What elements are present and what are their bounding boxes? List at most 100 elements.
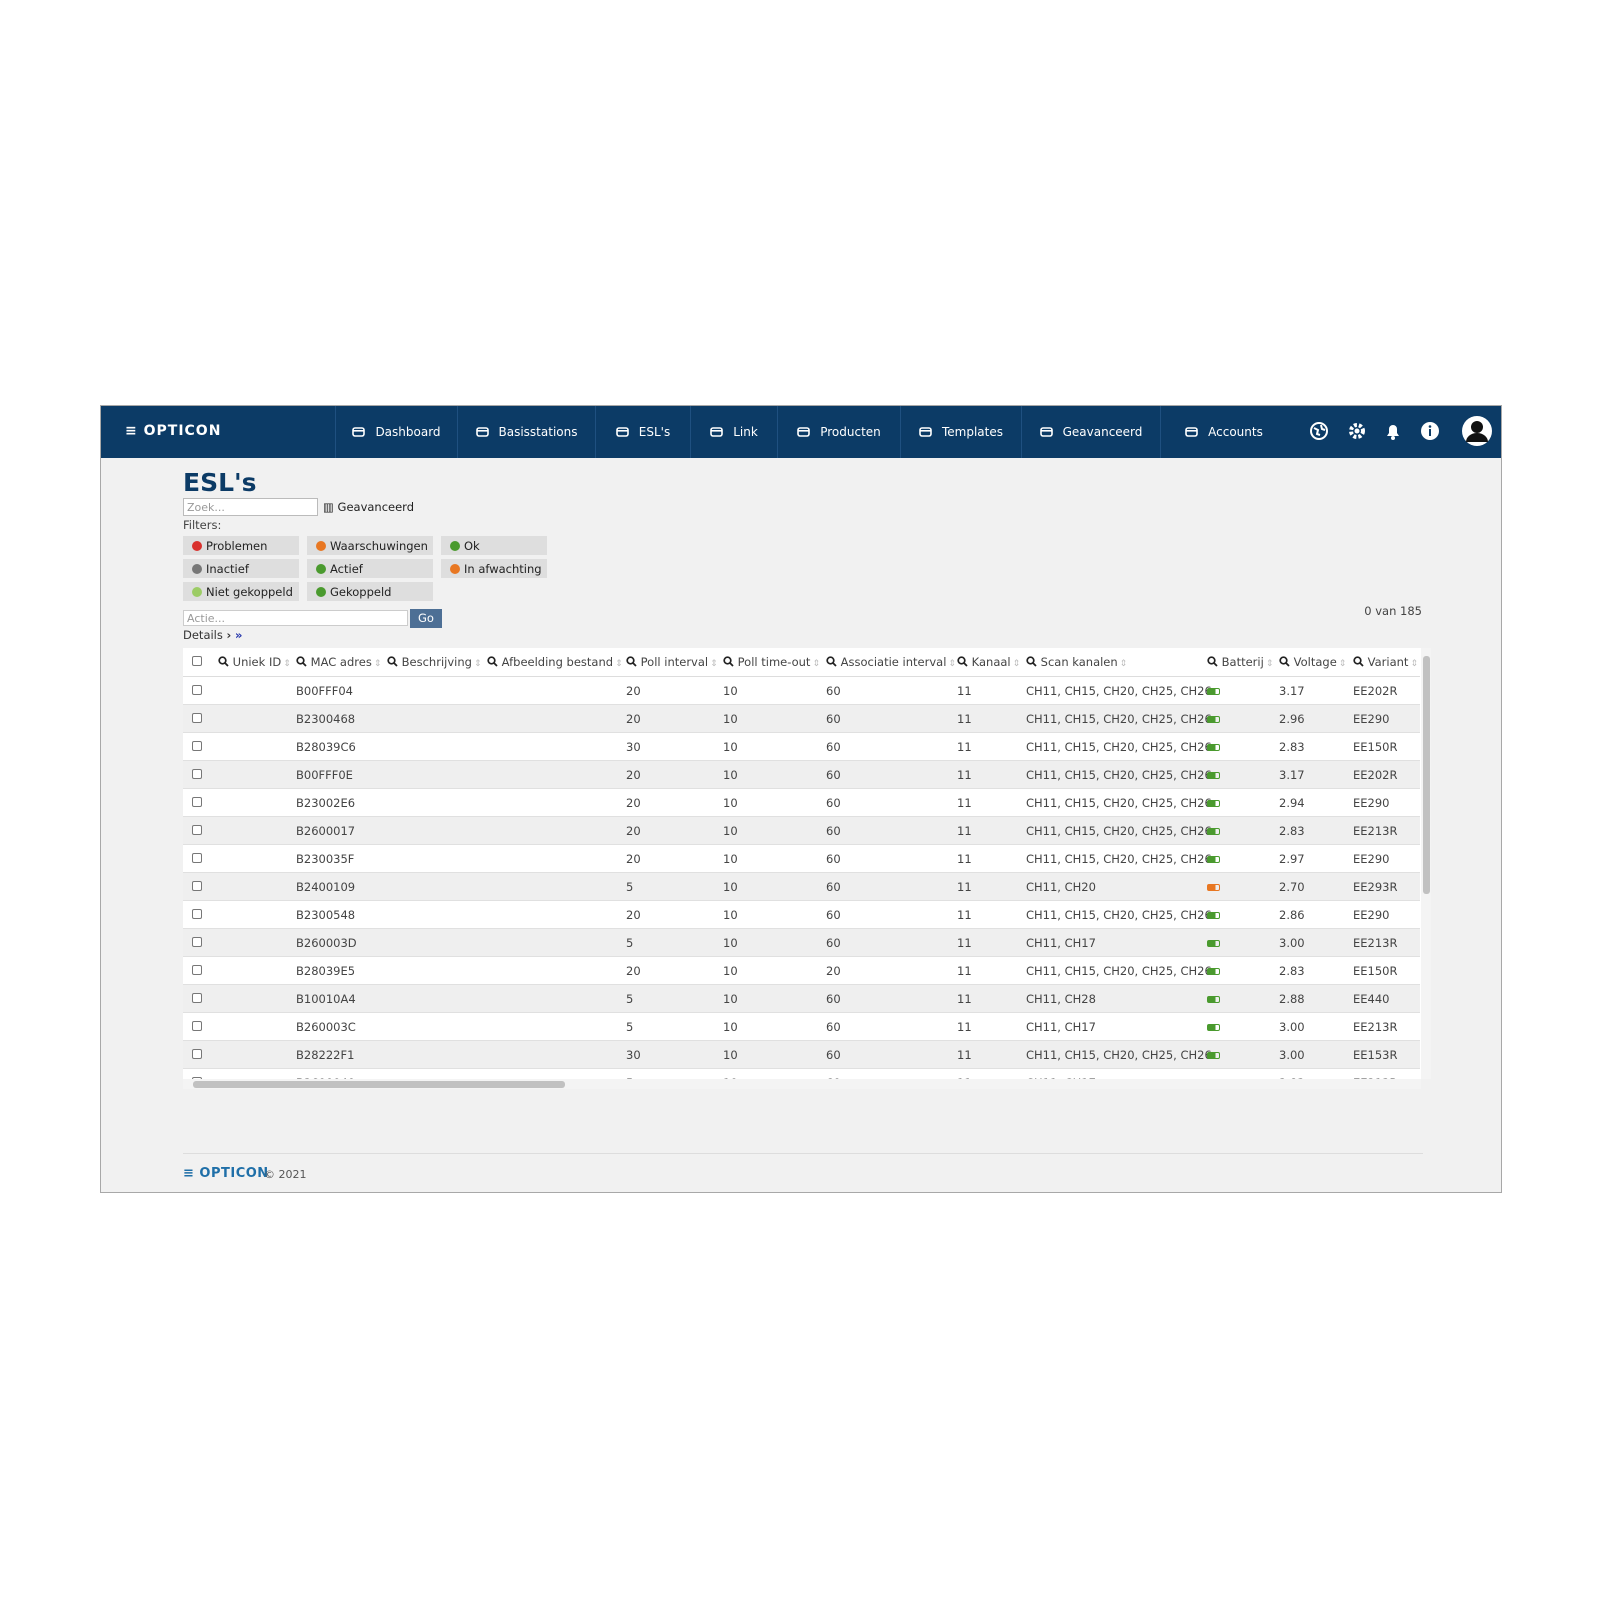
filter-button[interactable]: Waarschuwingen bbox=[307, 536, 433, 555]
checkbox[interactable] bbox=[192, 824, 202, 835]
table-cell bbox=[1204, 956, 1276, 985]
cell-text: 11 bbox=[957, 795, 972, 810]
filter-button[interactable]: Problemen bbox=[183, 536, 299, 555]
checkbox[interactable] bbox=[192, 740, 202, 751]
cell-text: EE290 bbox=[1353, 711, 1390, 726]
column-header[interactable]: Poll interval ⇕ bbox=[623, 648, 720, 677]
footer-logo: ≡ OPTICON bbox=[183, 1166, 269, 1181]
table-cell: 20 bbox=[623, 704, 720, 733]
column-header[interactable]: Kanaal ⇕ bbox=[954, 648, 1023, 677]
table-cell: CH11, CH17 bbox=[1023, 928, 1204, 957]
search-input[interactable]: Zoek... bbox=[183, 498, 318, 516]
cell-text: 60 bbox=[826, 879, 841, 894]
nav-item[interactable]: Basisstations bbox=[457, 406, 595, 458]
language-icon[interactable] bbox=[1308, 420, 1330, 442]
column-header[interactable]: Scan kanalen ⇕ bbox=[1023, 648, 1204, 677]
table-cell bbox=[215, 704, 293, 733]
table-cell: 10 bbox=[720, 788, 823, 817]
checkbox[interactable] bbox=[192, 852, 202, 863]
checkbox[interactable] bbox=[192, 936, 202, 947]
column-header[interactable]: Poll time-out ⇕ bbox=[720, 648, 823, 677]
filter-label: Ok bbox=[464, 538, 480, 553]
details-toggle[interactable]: Details › » bbox=[183, 628, 243, 642]
filter-button[interactable]: Actief bbox=[307, 559, 433, 578]
table-cell: 3.00 bbox=[1276, 928, 1350, 957]
checkbox[interactable] bbox=[192, 908, 202, 919]
table-cell: CH11, CH15, CH20, CH25, CH26 bbox=[1023, 844, 1212, 873]
cell-text: B2400109 bbox=[296, 879, 356, 894]
filter-button[interactable]: Ok bbox=[441, 536, 547, 555]
filter-button[interactable]: In afwachting bbox=[441, 559, 547, 578]
cell-text: 60 bbox=[826, 767, 841, 782]
battery-icon bbox=[1207, 1051, 1220, 1059]
cell-text: 11 bbox=[957, 767, 972, 782]
checkbox[interactable] bbox=[192, 656, 202, 666]
table-cell: CH11, CH17 bbox=[1023, 1012, 1204, 1041]
nav-item[interactable]: Geavanceerd bbox=[1021, 406, 1160, 458]
checkbox[interactable] bbox=[192, 796, 202, 807]
column-header[interactable]: Beschrijving ⇕ bbox=[384, 648, 484, 677]
cell-text: B2300468 bbox=[296, 711, 356, 726]
table-cell: B00FFF0E bbox=[293, 760, 384, 789]
table-cell: B28222F1 bbox=[293, 1040, 384, 1069]
table-cell: 60 bbox=[823, 816, 954, 845]
checkbox[interactable] bbox=[192, 964, 202, 975]
filter-button[interactable]: Inactief bbox=[183, 559, 299, 578]
column-header[interactable]: Afbeelding bestand ⇕ bbox=[484, 648, 623, 677]
settings-icon[interactable] bbox=[1346, 420, 1368, 442]
table-cell: CH11, CH15, CH20, CH25, CH26 bbox=[1023, 900, 1212, 929]
column-header[interactable]: Associatie interval ⇕ bbox=[823, 648, 956, 677]
checkbox[interactable] bbox=[192, 880, 202, 891]
checkbox[interactable] bbox=[192, 1076, 202, 1079]
notifications-icon[interactable] bbox=[1382, 420, 1404, 442]
checkbox[interactable] bbox=[192, 768, 202, 779]
column-header[interactable]: MAC adres ⇕ bbox=[293, 648, 384, 677]
checkbox[interactable] bbox=[192, 712, 202, 723]
sort-icon: ⇕ bbox=[373, 659, 382, 669]
table-cell: B260003C bbox=[293, 1012, 384, 1041]
nav-item[interactable]: Accounts bbox=[1160, 406, 1287, 458]
column-header[interactable]: Variant ⇕ bbox=[1350, 648, 1420, 677]
table-cell: 20 bbox=[623, 676, 720, 705]
logo[interactable]: ≡ OPTICON bbox=[125, 423, 222, 439]
nav-item[interactable]: Templates bbox=[900, 406, 1021, 458]
table-cell bbox=[384, 788, 484, 817]
advanced-toggle[interactable]: ▥ Geavanceerd bbox=[323, 500, 415, 514]
go-button[interactable]: Go bbox=[410, 609, 442, 628]
table-cell: 20 bbox=[623, 760, 720, 789]
action-select[interactable]: Actie... bbox=[183, 610, 408, 626]
column-header[interactable]: Batterij ⇕ bbox=[1204, 648, 1276, 677]
nav-item[interactable]: ESL's bbox=[595, 406, 690, 458]
nav-item[interactable]: Link bbox=[690, 406, 777, 458]
table-cell: 60 bbox=[823, 732, 954, 761]
checkbox[interactable] bbox=[192, 992, 202, 1003]
filter-button[interactable]: Gekoppeld bbox=[307, 582, 433, 601]
table-cell bbox=[1204, 844, 1276, 873]
checkbox[interactable] bbox=[192, 684, 202, 695]
column-header[interactable]: Uniek ID ⇕ bbox=[215, 648, 293, 677]
table-row: B2600017 20 10 60 11 CH11, CH15, CH20, CH25, … bbox=[183, 816, 1420, 845]
avatar[interactable] bbox=[1461, 415, 1493, 447]
cell-text: CH11, CH17 bbox=[1026, 935, 1096, 950]
filter-button[interactable]: Niet gekoppeld bbox=[183, 582, 299, 601]
table-cell bbox=[384, 704, 484, 733]
info-icon[interactable] bbox=[1419, 420, 1441, 442]
checkbox[interactable] bbox=[192, 1020, 202, 1031]
horizontal-scrollbar[interactable] bbox=[183, 1079, 1421, 1089]
column-header[interactable]: Voltage ⇕ bbox=[1276, 648, 1350, 677]
select-cell bbox=[183, 984, 215, 1013]
cell-text: 10 bbox=[723, 683, 738, 698]
sort-icon: ⇕ bbox=[473, 659, 482, 669]
nav-label: Geavanceerd bbox=[1062, 425, 1143, 439]
table-cell: 2.97 bbox=[1276, 844, 1350, 873]
nav-item[interactable]: Dashboard bbox=[335, 406, 457, 458]
vertical-scrollbar[interactable] bbox=[1421, 648, 1431, 1079]
cell-text: CH11, CH15, CH20, CH25, CH26 bbox=[1026, 767, 1212, 782]
table-row: B260003D 5 10 60 11 CH11, CH17 3.00 EE213R bbox=[183, 928, 1420, 957]
table-row: B28222F1 30 10 60 11 CH11, CH15, CH20, CH25, … bbox=[183, 1040, 1420, 1069]
battery-icon bbox=[1207, 827, 1220, 835]
checkbox[interactable] bbox=[192, 1048, 202, 1059]
nav-item[interactable]: Producten bbox=[777, 406, 900, 458]
app-window: ≡ OPTICON Dashboard Basisstations ESL's Lin… bbox=[100, 405, 1502, 1193]
battery-icon bbox=[1207, 1023, 1220, 1031]
